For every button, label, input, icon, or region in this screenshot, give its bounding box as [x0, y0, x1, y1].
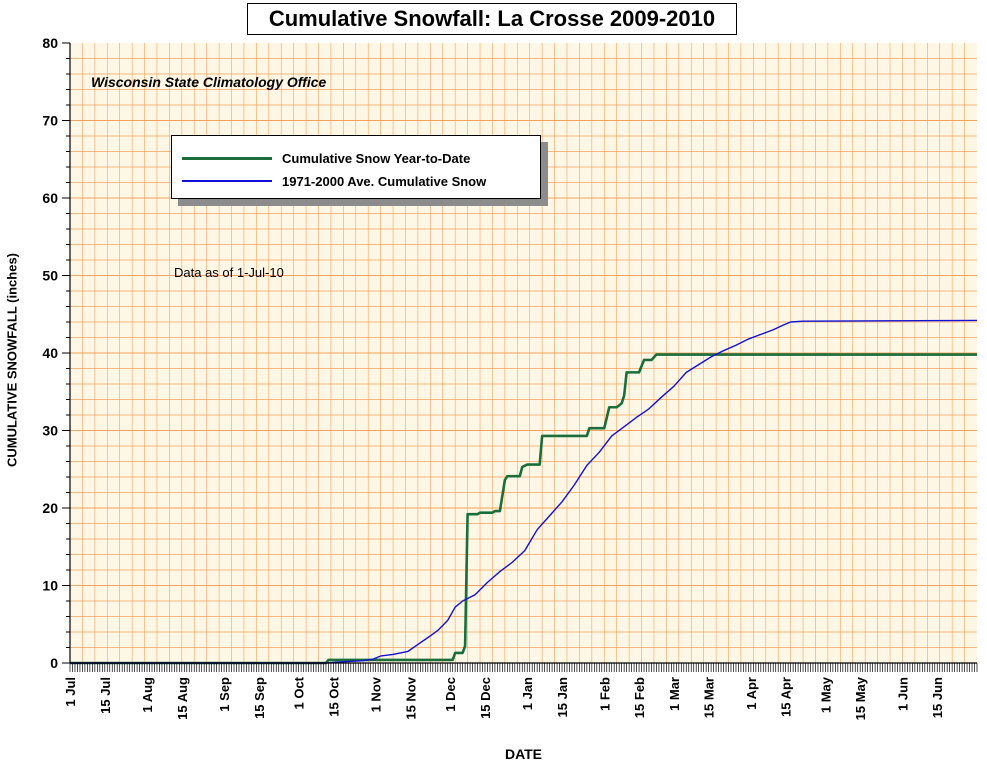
legend-swatch-ytd — [182, 156, 272, 160]
y-tick-label: 20 — [42, 500, 58, 516]
x-tick-label: 15 Mar — [702, 677, 717, 718]
legend-item-ytd: Cumulative Snow Year-to-Date — [182, 149, 470, 167]
data-date-note: Data as of 1-Jul-10 — [174, 265, 284, 280]
series-lines — [70, 319, 978, 665]
chart-title: Cumulative Snowfall: La Crosse 2009-2010 — [247, 3, 737, 35]
x-axis-label: DATE — [504, 746, 543, 762]
legend-label-ytd: Cumulative Snow Year-to-Date — [282, 150, 471, 166]
x-tick-label: 15 Jan — [555, 677, 570, 718]
y-tick-label: 70 — [42, 113, 58, 129]
x-tick-label: 1 Apr — [744, 677, 759, 710]
series-line-ytd — [70, 353, 977, 665]
x-tick-label: 1 Oct — [292, 676, 307, 709]
x-tick-label: 1 May — [818, 676, 833, 713]
x-tick-label: 15 Oct — [326, 676, 341, 716]
x-tick-label: 15 Feb — [632, 677, 647, 718]
y-tick-label: 40 — [42, 345, 58, 361]
x-tick-label: 15 Jun — [930, 677, 945, 718]
x-tick-label: 1 Aug — [140, 677, 155, 713]
legend-item-average: 1971-2000 Ave. Cumulative Snow — [182, 172, 486, 190]
x-tick-label: 15 Nov — [403, 676, 418, 719]
x-tick-label: 1 Jul — [63, 677, 78, 707]
x-tick-label: 1 Sep — [217, 677, 232, 712]
x-tick-label: 1 Mar — [667, 677, 682, 711]
y-tick-labels: 0 10 20 30 40 50 60 70 80 — [42, 35, 58, 671]
series-line-average — [70, 319, 978, 664]
axes — [62, 42, 978, 672]
y-tick-label: 50 — [42, 268, 58, 284]
y-axis-label: CUMULATIVE SNOWFALL (inches) — [4, 252, 20, 468]
x-tick-label: 15 Dec — [478, 677, 493, 719]
x-tick-label: 1 Feb — [597, 677, 612, 711]
x-tick-label: 15 Aug — [175, 677, 190, 720]
x-tick-label: 1 Dec — [443, 677, 458, 712]
x-tick-label: 15 Jul — [98, 677, 113, 714]
legend-swatch-average — [182, 180, 272, 182]
x-tick-labels: 1 Jul 15 Jul 1 Aug 15 Aug 1 Sep 15 Sep 1 Oct 15… — [63, 676, 945, 720]
x-tick-label: 1 Nov — [369, 676, 384, 712]
legend-label-average: 1971-2000 Ave. Cumulative Snow — [282, 173, 487, 189]
y-tick-label: 10 — [42, 578, 58, 594]
x-tick-label: 15 Apr — [779, 677, 794, 717]
x-tick-label: 1 Jun — [895, 677, 910, 711]
y-tick-label: 0 — [50, 655, 58, 671]
y-tick-label: 60 — [42, 190, 58, 206]
grid-lines — [70, 43, 977, 663]
legend: Cumulative Snow Year-to-Date 1971-2000 A… — [171, 135, 541, 199]
x-tick-label: 15 Sep — [252, 677, 267, 719]
chart-subtitle: Wisconsin State Climatology Office — [91, 74, 327, 90]
x-tick-label: 1 Jan — [520, 677, 535, 710]
y-tick-label: 80 — [42, 35, 58, 51]
y-tick-label: 30 — [42, 423, 58, 439]
x-tick-label: 15 May — [853, 676, 868, 720]
